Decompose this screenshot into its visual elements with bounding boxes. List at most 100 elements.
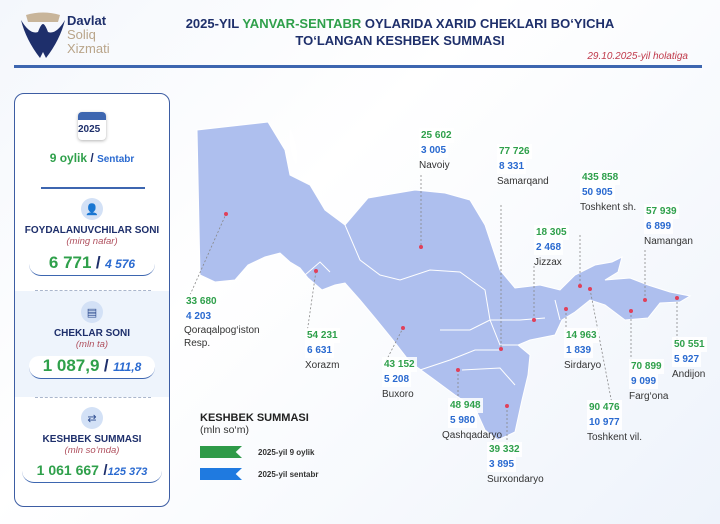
stat-title: KESHBEK SUMMASI [42,434,142,445]
stat-unit: (mln so‘mda) [64,445,120,456]
summary-panel: 2025 9 oylik / Sentabr 👤 FOYDALANUVCHILA… [14,93,170,507]
value-sep: 5 208 [382,372,412,387]
blue-flag-icon [200,468,242,480]
period-sub: Sentabr [97,154,135,165]
calendar-year: 2025 [78,124,101,135]
value-9m: 6 771 [48,253,92,272]
region-samarqand: 77 726 8 331 Samarqand [497,144,549,189]
value-9m: 70 899 [629,359,664,374]
region-name: Xorazm [305,360,340,371]
value-9m: 48 948 [448,398,483,413]
value-9m: 50 551 [672,337,707,352]
value-sep: 50 905 [580,185,615,200]
legend: KESHBEK SUMMASI (mln so‘m) 2025-yil 9 oy… [200,412,318,480]
user-icon: 👤 [81,198,103,220]
title-part2: OYLARIDA XARID CHEKLARI BO‘YICHA [361,16,615,31]
region-name: Toshkent sh. [580,202,637,213]
stat-title: CHEKLAR SONI [53,328,131,339]
divider [41,187,145,189]
region-qashqadaryo: 48 948 5 980 Qashqadaryo [442,398,502,443]
region-name: Buxoro [382,389,414,400]
map-shape [196,121,692,441]
page-title: 2025-YIL YANVAR-SENTABR OYLARIDA XARID C… [150,15,650,49]
region-name: Sirdaryo [564,360,602,371]
region-name: Andijon [672,369,706,380]
aral-sea [289,128,298,165]
cashback-icon: ⇄ [81,407,103,429]
region-name: Toshkent vil. [587,432,643,443]
stat-value: 1 087,9 / 111,8 [29,356,155,379]
stat-value: 6 771 / 4 576 [29,253,155,276]
stat-receipts: ▤ CHEKLAR SONI (mln ta) 1 087,9 / 111,8 [15,291,169,397]
region-borders [304,224,561,386]
stat-cashback: ⇄ KESHBEK SUMMASI (mln so‘mda) 1 061 667… [15,399,169,499]
title-highlight: YANVAR-SENTABR [242,16,362,31]
green-flag-icon [200,446,242,458]
stat-title: FOYDALANUVCHILAR SONI [24,225,160,236]
logo-line3: Xizmati [67,41,110,56]
region-name: Jizzax [534,257,562,268]
value-9m: 25 602 [419,128,454,143]
period-separator: / [90,151,94,165]
value-9m: 43 152 [382,357,417,372]
region-name: Navoiy [419,160,450,171]
stat-unit: (ming nafar) [66,236,118,247]
value-sep: 6 899 [644,219,674,234]
region-name: Qashqadaryo [442,430,503,441]
value-sep: 3 005 [419,143,449,158]
logo-line1: Davlat [67,13,107,28]
value-9m: 14 963 [564,328,599,343]
leader-lines [189,175,678,444]
value-sep: 6 631 [305,343,335,358]
value-sep: 8 331 [497,159,527,174]
title-part1: 2025-YIL [185,16,243,31]
divider [35,397,151,398]
region-name: Samarqand [497,176,549,187]
region-buxoro: 43 152 5 208 Buxoro [382,357,417,402]
value-sep: 9 099 [629,374,659,389]
region-name: Namangan [644,236,693,247]
calendar-icon: 2025 [78,112,106,140]
region-dots [224,212,679,408]
receipt-icon: ▤ [81,301,103,323]
value-sep: 3 895 [487,457,517,472]
value-sep: 125 373 [107,466,148,478]
value-sep: 111,8 [113,360,142,374]
logo-line2: Soliq [67,27,96,42]
region-name: Farg‘ona [629,391,669,402]
header-divider [14,65,702,68]
region-fargona: 70 899 9 099 Farg‘ona [629,359,668,404]
region-toshkent-vil: 90 476 10 977 Toshkent vil. [587,400,642,445]
as-of-date: 29.10.2025-yil holatiga [587,51,688,62]
title-line2: TO‘LANGAN KESHBEK SUMMASI [295,33,505,48]
value-sep: 5 980 [448,413,478,428]
value-9m: 33 680 [184,294,219,309]
legend-item-sep: 2025-yil sentabr [200,468,318,480]
region-navoiy: 25 602 3 005 Navoiy [419,128,454,173]
stat-unit: (mln ta) [75,339,109,350]
region-surxondaryo: 39 332 3 895 Surxondaryo [487,442,544,487]
legend-title: KESHBEK SUMMASI [200,412,309,424]
region-name: Surxondaryo [487,474,544,485]
value-9m: 1 087,9 [42,356,100,375]
value-9m: 435 858 [580,170,621,185]
value-sep: 10 977 [587,415,622,430]
region-xorazm: 54 231 6 631 Xorazm [305,328,340,373]
region-toshkent-sh: 435 858 50 905 Toshkent sh. [580,170,636,215]
period-label: 9 oylik / Sentabr [15,151,169,165]
legend-item-9m: 2025-yil 9 oylik [200,446,318,458]
value-sep: 4 576 [105,257,136,271]
region-namangan: 57 939 6 899 Namangan [644,204,693,249]
value-9m: 77 726 [497,144,532,159]
stat-value: 1 061 667 /125 373 [22,462,162,483]
region-qoraqalpogiston: 33 680 4 203 Qoraqalpog‘iston Resp. [184,294,274,350]
legend-label: 2025-yil 9 oylik [258,447,315,457]
stat-users: 👤 FOYDALANUVCHILAR SONI (ming nafar) 6 7… [15,190,169,290]
region-name: Qoraqalpog‘iston Resp. [184,325,260,349]
region-andijon: 50 551 5 927 Andijon [672,337,707,382]
value-9m: 18 305 [534,225,569,240]
logo-text: Davlat Soliq Xizmati [67,14,110,56]
value-9m: 1 061 667 [36,462,99,478]
value-9m: 57 939 [644,204,679,219]
